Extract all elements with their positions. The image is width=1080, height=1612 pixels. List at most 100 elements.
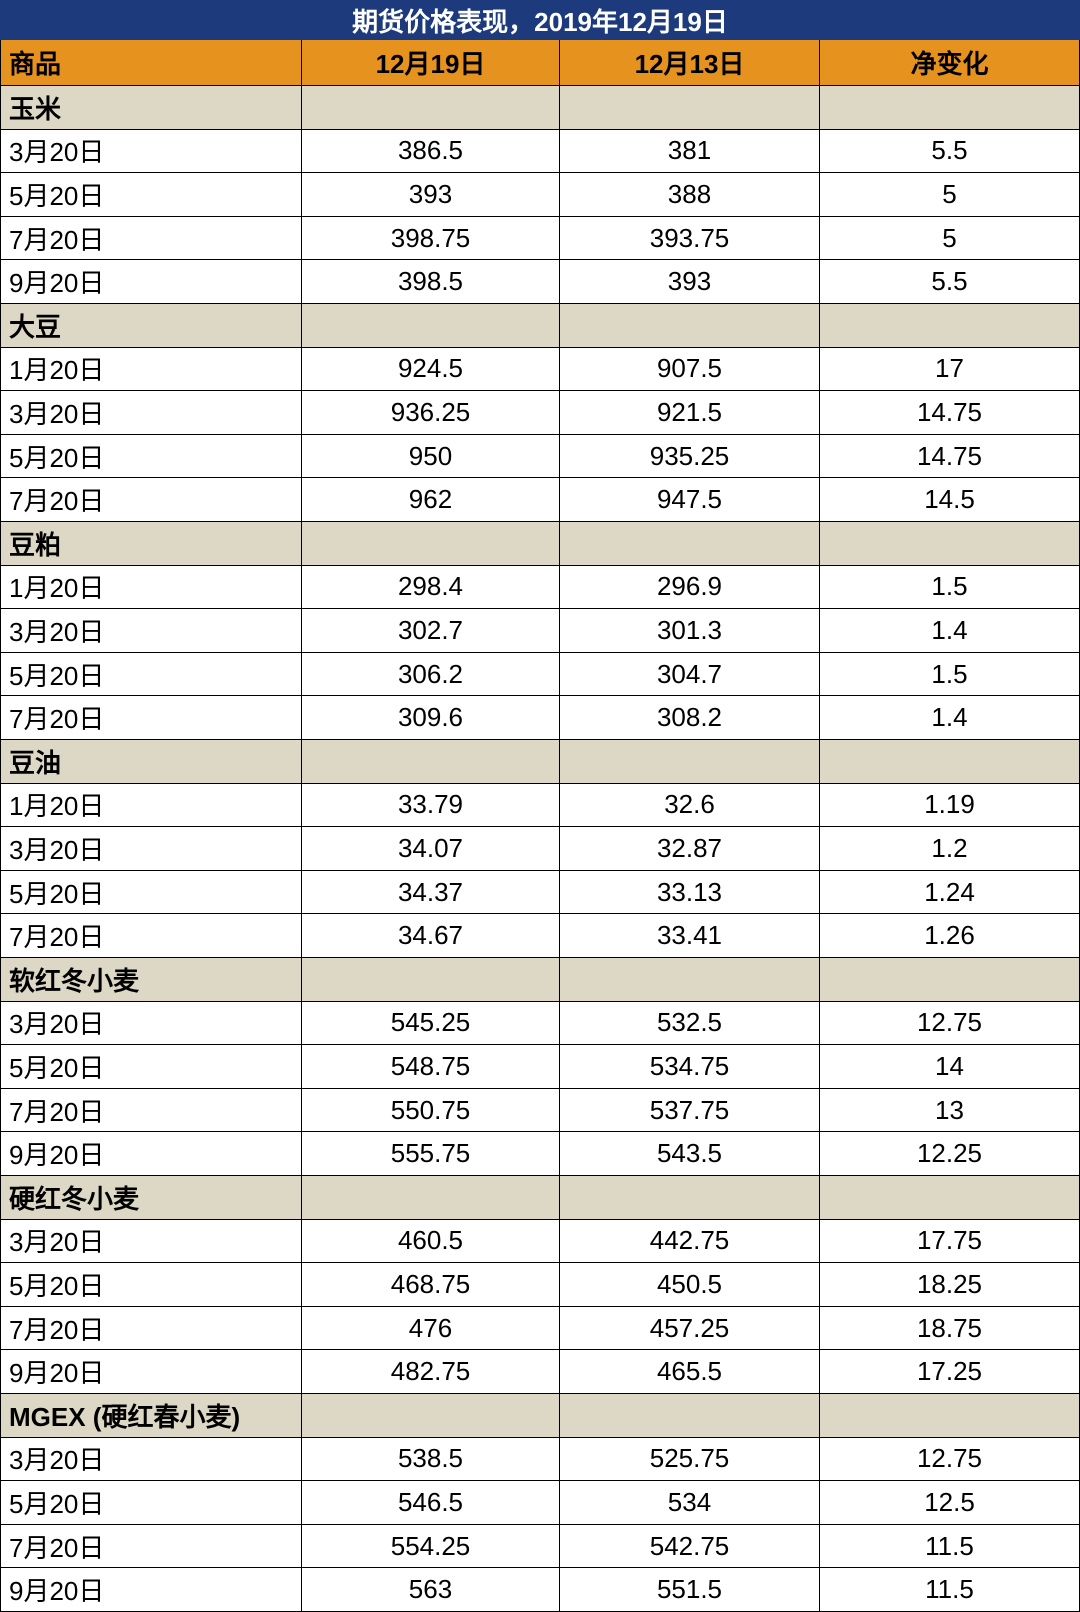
label-cell: 9月20日: [0, 1350, 302, 1394]
value-cell: 296.9: [560, 565, 820, 610]
label-cell: 3月20日: [0, 1219, 302, 1264]
header-row: 商品 12月19日 12月13日 净变化: [0, 40, 1080, 86]
value-cell: 388: [560, 173, 820, 217]
label-cell: 3月20日: [0, 1001, 302, 1046]
value-cell: 306.2: [302, 652, 560, 697]
value-cell: [302, 1176, 560, 1220]
value-cell: 5: [820, 173, 1080, 217]
label-cell: 豆油: [0, 740, 302, 784]
value-cell: 924.5: [302, 347, 560, 392]
data-row: 9月20日 482.75 465.5 17.25: [0, 1350, 1080, 1394]
label-cell: 7月20日: [0, 1306, 302, 1351]
group-row: 软红冬小麦: [0, 958, 1080, 1002]
data-row: 9月20日 563 551.5 11.5: [0, 1568, 1080, 1612]
label-cell: 7月20日: [0, 696, 302, 740]
data-row: 5月20日 546.5 534 12.5: [0, 1481, 1080, 1525]
label-cell: 5月20日: [0, 434, 302, 479]
value-cell: 907.5: [560, 347, 820, 392]
value-cell: 551.5: [560, 1568, 820, 1612]
data-row: 5月20日 34.37 33.13 1.24: [0, 870, 1080, 915]
label-cell: 5月20日: [0, 870, 302, 915]
value-cell: 962: [302, 478, 560, 522]
value-cell: 935.25: [560, 434, 820, 479]
group-row: 硬红冬小麦: [0, 1176, 1080, 1220]
label-cell: 5月20日: [0, 1045, 302, 1089]
value-cell: 12月13日: [560, 40, 820, 86]
value-cell: 546.5: [302, 1481, 560, 1525]
value-cell: 1.5: [820, 565, 1080, 610]
value-cell: 14.75: [820, 434, 1080, 479]
value-cell: 11.5: [820, 1524, 1080, 1569]
group-row: 大豆: [0, 304, 1080, 348]
value-cell: 17.25: [820, 1350, 1080, 1394]
value-cell: [302, 958, 560, 1002]
value-cell: 563: [302, 1568, 560, 1612]
data-row: 9月20日 555.75 543.5 12.25: [0, 1132, 1080, 1176]
group-row: 豆油: [0, 740, 1080, 784]
label-cell: MGEX (硬红春小麦): [0, 1394, 302, 1438]
value-cell: 18.75: [820, 1306, 1080, 1351]
label-cell: 3月20日: [0, 827, 302, 871]
value-cell: 534: [560, 1481, 820, 1525]
value-cell: 5.5: [820, 129, 1080, 174]
value-cell: 476: [302, 1306, 560, 1351]
value-cell: [302, 86, 560, 130]
label-cell: 3月20日: [0, 609, 302, 653]
label-cell: 1月20日: [0, 565, 302, 610]
value-cell: [302, 1394, 560, 1438]
value-cell: 525.75: [560, 1437, 820, 1482]
value-cell: 12月19日: [302, 40, 560, 86]
label-cell: 9月20日: [0, 260, 302, 304]
label-cell: 5月20日: [0, 1481, 302, 1525]
value-cell: [560, 958, 820, 1002]
data-row: 5月20日 468.75 450.5 18.25: [0, 1263, 1080, 1307]
value-cell: 534.75: [560, 1045, 820, 1089]
label-cell: 7月20日: [0, 1524, 302, 1569]
data-row: 7月20日 476 457.25 18.75: [0, 1306, 1080, 1351]
data-row: 7月20日 34.67 33.41 1.26: [0, 914, 1080, 958]
value-cell: 921.5: [560, 391, 820, 435]
value-cell: 301.3: [560, 609, 820, 653]
data-row: 5月20日 950 935.25 14.75: [0, 434, 1080, 479]
value-cell: [560, 1176, 820, 1220]
data-row: 5月20日 548.75 534.75 14: [0, 1045, 1080, 1089]
value-cell: 1.24: [820, 870, 1080, 915]
value-cell: 33.41: [560, 914, 820, 958]
data-row: 7月20日 309.6 308.2 1.4: [0, 696, 1080, 740]
value-cell: 13: [820, 1088, 1080, 1133]
data-row: 5月20日 306.2 304.7 1.5: [0, 652, 1080, 697]
data-row: 7月20日 554.25 542.75 11.5: [0, 1524, 1080, 1569]
value-cell: 393: [302, 173, 560, 217]
value-cell: [302, 522, 560, 566]
value-cell: 460.5: [302, 1219, 560, 1264]
value-cell: [820, 1176, 1080, 1220]
value-cell: 465.5: [560, 1350, 820, 1394]
data-row: 3月20日 545.25 532.5 12.75: [0, 1001, 1080, 1046]
value-cell: 543.5: [560, 1132, 820, 1176]
value-cell: 545.25: [302, 1001, 560, 1046]
value-cell: 936.25: [302, 391, 560, 435]
value-cell: 14.75: [820, 391, 1080, 435]
data-row: 3月20日 302.7 301.3 1.4: [0, 609, 1080, 653]
value-cell: 950: [302, 434, 560, 479]
value-cell: 386.5: [302, 129, 560, 174]
value-cell: 34.67: [302, 914, 560, 958]
data-row: 1月20日 298.4 296.9 1.5: [0, 565, 1080, 610]
value-cell: 1.5: [820, 652, 1080, 697]
value-cell: 5.5: [820, 260, 1080, 304]
title-row: 期货价格表现，2019年12月19日: [0, 0, 1080, 40]
value-cell: [820, 740, 1080, 784]
value-cell: [560, 522, 820, 566]
value-cell: 393.75: [560, 216, 820, 261]
label-cell: 3月20日: [0, 1437, 302, 1482]
value-cell: 309.6: [302, 696, 560, 740]
value-cell: 14.5: [820, 478, 1080, 522]
value-cell: 537.75: [560, 1088, 820, 1133]
value-cell: 33.13: [560, 870, 820, 915]
label-cell: 商品: [0, 40, 302, 86]
table-title: 期货价格表现，2019年12月19日: [0, 0, 1080, 40]
value-cell: 538.5: [302, 1437, 560, 1482]
data-row: 3月20日 538.5 525.75 12.75: [0, 1437, 1080, 1482]
label-cell: 软红冬小麦: [0, 958, 302, 1002]
